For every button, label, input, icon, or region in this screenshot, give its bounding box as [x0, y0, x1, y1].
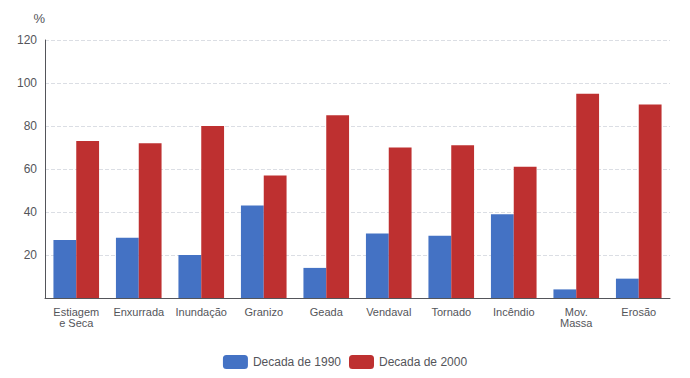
svg-text:120: 120	[17, 33, 37, 47]
svg-text:e Seca: e Seca	[59, 317, 94, 329]
svg-text:Incêndio: Incêndio	[493, 306, 535, 318]
svg-text:20: 20	[24, 248, 38, 262]
svg-text:Tornado: Tornado	[431, 306, 471, 318]
svg-text:Mov.: Mov.	[564, 305, 588, 318]
svg-text:Inundação: Inundação	[176, 306, 227, 318]
svg-text:Erosão: Erosão	[621, 306, 656, 318]
svg-text:60: 60	[24, 162, 38, 176]
svg-text:Estiagem: Estiagem	[53, 305, 100, 318]
svg-text:Massa: Massa	[560, 317, 593, 329]
svg-text:%: %	[33, 11, 45, 26]
svg-text:Geada: Geada	[310, 306, 344, 318]
svg-text:40: 40	[24, 205, 38, 219]
svg-text:Enxurrada: Enxurrada	[113, 306, 165, 318]
svg-text:Granizo: Granizo	[244, 306, 283, 318]
svg-text:80: 80	[24, 119, 38, 133]
svg-text:Decada de 2000: Decada de 2000	[379, 355, 467, 369]
svg-text:100: 100	[17, 76, 37, 90]
svg-text:Vendaval: Vendaval	[366, 306, 411, 318]
svg-text:Decada de 1990: Decada de 1990	[253, 355, 341, 369]
